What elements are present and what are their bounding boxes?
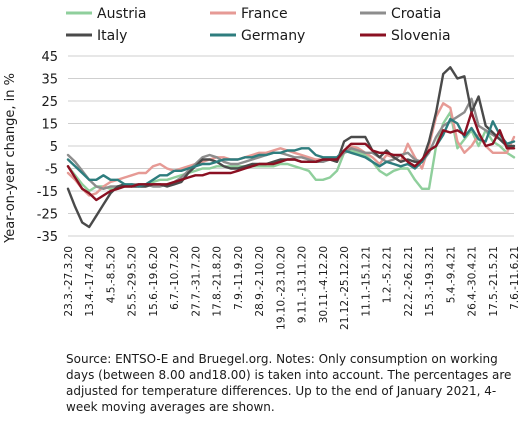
legend-label-austria: Austria	[97, 6, 146, 22]
x-tick-label: 5.4.-9.4.21	[445, 246, 457, 303]
legend-label-france: France	[241, 6, 288, 22]
x-tick-label: 7.6.-11.6.21	[509, 246, 520, 310]
x-tick-label: 25.5.-29.5.20	[127, 246, 139, 317]
legend-label-italy: Italy	[97, 28, 127, 44]
x-tick-label: 15.6.-19.6.20	[148, 246, 160, 317]
series-line-slovenia	[66, 111, 516, 202]
y-tick-label: -15	[37, 185, 58, 200]
legend-label-germany: Germany	[241, 28, 305, 44]
source-note: Source: ENTSO-E and Bruegel.org. Notes: …	[66, 352, 512, 414]
x-tick-label: 21.12.-25.12.20	[339, 246, 351, 330]
x-tick-label: 17.8.-21.8.20	[212, 246, 224, 317]
x-tick-label: 9.11.-13.11.20	[297, 246, 309, 323]
x-tick-label: 17.5.-21.5.21	[488, 246, 500, 317]
x-tick-label: 1.2.-5.2.21	[382, 246, 394, 303]
chart-container: Austria France Croatia Italy Germany Slovenia…	[3, 6, 520, 330]
series-line-italy	[66, 66, 516, 229]
x-tick-label: 4.5.-8.5.20	[105, 246, 117, 303]
y-tick-label: 35	[41, 73, 58, 88]
grid	[68, 55, 514, 237]
x-tick-label: 15.3.-19.3.21	[424, 246, 436, 317]
y-tick-label: 45	[41, 50, 58, 65]
y-tick-label: -35	[37, 230, 58, 245]
y-axis: -35 -25 -15 -5 5 15 25 35 45	[37, 50, 58, 245]
line-chart: Austria France Croatia Italy Germany Slovenia…	[3, 6, 520, 330]
x-tick-label: 22.2.-26.2.21	[403, 246, 415, 317]
legend-label-croatia: Croatia	[391, 6, 441, 22]
x-tick-label: 27.7.-31.7.20	[190, 246, 202, 317]
y-tick-label: 5	[50, 140, 58, 155]
y-tick-label: 25	[41, 95, 58, 110]
x-tick-label: 13.4.-17.4.20	[84, 246, 96, 317]
x-tick-label: 23.3.-27.3.20	[63, 246, 75, 317]
legend-label-slovenia: Slovenia	[391, 28, 451, 44]
y-axis-label: Year-on-year change, in %	[3, 73, 18, 244]
x-tick-label: 19.10.-23.10.20	[275, 246, 287, 330]
x-axis: 23.3.-27.3.20 13.4.-17.4.20 4.5.-8.5.20 25.…	[63, 246, 520, 330]
series-lines	[66, 66, 516, 229]
x-tick-label: 30.11.-4.12.20	[318, 246, 330, 323]
x-tick-label: 6.7.-10.7.20	[169, 246, 181, 310]
y-tick-label: -5	[45, 163, 58, 178]
legend: Austria France Croatia Italy Germany Slovenia	[66, 6, 451, 44]
y-tick-label: -25	[37, 208, 58, 223]
x-tick-label: 28.9.-2.10.20	[254, 246, 266, 317]
y-tick-label: 15	[41, 118, 58, 133]
x-tick-label: 7.9.-11.9.20	[233, 246, 245, 310]
x-tick-label: 11.1.-15.1.21	[360, 246, 372, 317]
x-tick-label: 26.4.-30.4.21	[467, 246, 479, 317]
